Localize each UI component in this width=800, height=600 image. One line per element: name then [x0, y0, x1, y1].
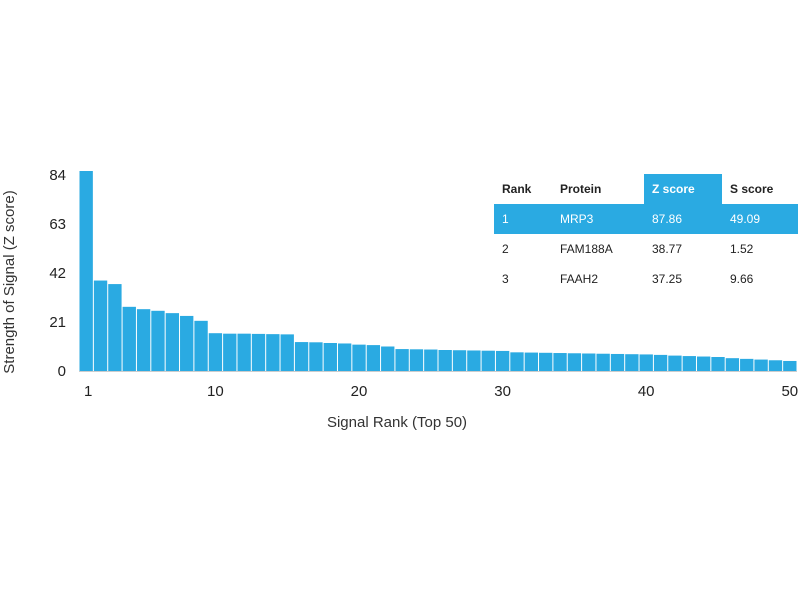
bar-rank-38 [610, 353, 625, 371]
bar-rank-22 [381, 346, 395, 371]
bar-rank-29 [481, 350, 495, 371]
bar-rank-12 [237, 333, 251, 371]
bar-rank-32 [524, 352, 539, 371]
cell-z-score: 87.86 [644, 204, 722, 234]
bar-rank-39 [625, 354, 639, 371]
cell-rank: 3 [502, 272, 509, 286]
top-proteins-table: Rank Protein Z score S score 1 MRP3 87.8… [494, 174, 798, 294]
bar-rank-30 [495, 350, 510, 371]
bar-rank-10 [208, 333, 223, 371]
bar-rank-45 [711, 357, 725, 371]
y-tick-label: 84 [49, 167, 66, 184]
x-tick-label: 10 [207, 383, 224, 400]
bars-group [79, 171, 797, 371]
bar-rank-31 [510, 352, 524, 371]
cell-protein: MRP3 [552, 204, 644, 234]
table-row: 1 MRP3 87.86 49.09 [494, 204, 798, 234]
bar-rank-13 [251, 333, 266, 371]
bar-rank-41 [653, 354, 668, 371]
bar-rank-11 [223, 333, 237, 371]
bar-rank-8 [180, 315, 194, 371]
cell-rank: 1 [494, 204, 552, 234]
bar-rank-27 [452, 350, 467, 371]
bar-rank-37 [596, 353, 610, 371]
table-header-row: Rank Protein Z score S score [494, 174, 798, 204]
bar-rank-48 [754, 359, 768, 371]
bar-rank-18 [323, 343, 337, 371]
x-tick-label: 20 [351, 383, 368, 400]
bar-rank-43 [682, 356, 696, 371]
bar-rank-15 [280, 334, 294, 371]
x-tick-label: 50 [781, 383, 798, 400]
cell-s-score: 49.09 [722, 204, 798, 234]
bar-rank-25 [424, 349, 438, 371]
y-tick-labels: 0 21 42 63 84 [49, 167, 66, 380]
x-tick-label: 1 [84, 383, 92, 400]
bar-rank-21 [366, 345, 381, 371]
y-tick-label: 63 [49, 216, 66, 233]
bar-rank-5 [136, 309, 151, 371]
bar-rank-44 [696, 356, 711, 371]
header-z-score: Z score [644, 174, 722, 204]
y-tick-label: 0 [58, 363, 66, 380]
bar-rank-33 [539, 352, 553, 371]
bar-rank-49 [768, 360, 783, 371]
cell-protein: FAAH2 [560, 272, 599, 286]
header-s-score: S score [730, 182, 774, 196]
y-tick-label: 21 [49, 314, 66, 331]
x-tick-labels: 1 10 20 30 40 50 [84, 383, 798, 400]
bar-rank-9 [194, 320, 208, 371]
table-row: 2 FAM188A 38.77 1.52 [494, 234, 798, 264]
cell-s-score: 9.66 [730, 272, 754, 286]
bar-rank-3 [108, 284, 122, 371]
y-axis-title: Strength of Signal (Z score) [1, 190, 18, 373]
bar-rank-14 [266, 334, 280, 371]
header-protein: Protein [560, 182, 602, 196]
bar-rank-17 [309, 342, 323, 371]
x-tick-label: 40 [638, 383, 655, 400]
x-tick-label: 30 [494, 383, 511, 400]
bar-rank-23 [395, 349, 409, 371]
bar-rank-24 [409, 349, 424, 371]
bar-rank-2 [93, 280, 108, 371]
bar-rank-35 [567, 353, 582, 371]
bar-rank-36 [582, 353, 596, 371]
cell-z-score: 38.77 [652, 242, 683, 256]
bar-rank-47 [740, 358, 754, 371]
bar-rank-19 [337, 343, 352, 371]
cell-z-score: 37.25 [652, 272, 683, 286]
bar-rank-50 [783, 360, 797, 371]
header-rank: Rank [502, 182, 532, 196]
bar-rank-16 [294, 342, 309, 371]
cell-rank: 2 [502, 242, 509, 256]
bar-rank-20 [352, 344, 366, 371]
bar-rank-34 [553, 353, 567, 371]
x-axis-title: Signal Rank (Top 50) [327, 414, 467, 431]
cell-s-score: 1.52 [730, 242, 754, 256]
bar-rank-42 [668, 355, 682, 371]
bar-rank-4 [122, 306, 136, 371]
y-tick-label: 42 [49, 265, 66, 282]
bar-rank-1 [79, 171, 93, 371]
bar-rank-7 [165, 313, 180, 371]
table-row: 3 FAAH2 37.25 9.66 [494, 264, 798, 294]
bar-rank-26 [438, 350, 452, 371]
cell-protein: FAM188A [560, 242, 613, 256]
bar-rank-46 [725, 358, 740, 371]
bar-rank-40 [639, 354, 653, 371]
bar-rank-6 [151, 310, 165, 371]
bar-rank-28 [467, 350, 481, 371]
